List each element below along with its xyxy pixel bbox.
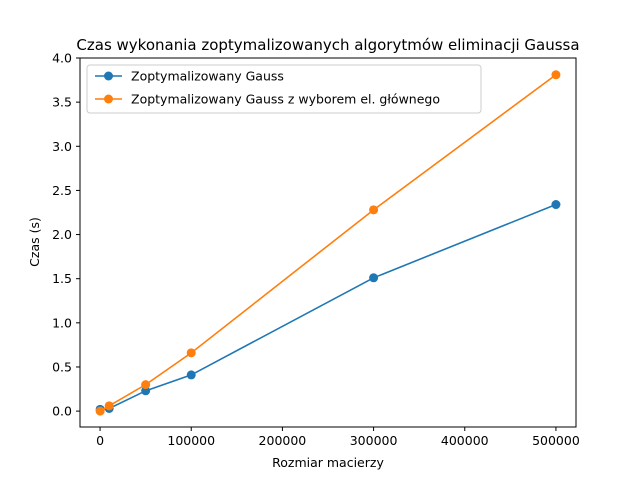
x-axis-ticks: 0 100000 200000 300000 400000 500000 (96, 427, 580, 448)
legend-frame (86, 64, 482, 114)
y-tick-label: 3.5 (52, 95, 72, 110)
y-tick-label: 2.0 (52, 227, 72, 242)
y-tick-label: 2.5 (52, 183, 72, 198)
series-2-point (369, 205, 379, 215)
x-tick-label: 500000 (532, 433, 580, 448)
series-1-point (141, 386, 151, 396)
series-2-point (551, 70, 561, 80)
legend-label-1: Zoptymalizowany Gauss (131, 69, 284, 84)
chart-title: Czas wykonania zoptymalizowanych algoryt… (76, 36, 579, 54)
series-1-point (551, 200, 561, 210)
y-axis-label: Czas (s) (27, 217, 42, 267)
x-tick-label: 300000 (350, 433, 398, 448)
y-tick-label: 0.5 (52, 359, 72, 374)
series-2-point (186, 348, 196, 358)
series-2-point (104, 401, 114, 411)
legend: Zoptymalizowany Gauss Zoptymalizowany Gau… (86, 64, 482, 114)
x-axis-label: Rozmiar macierzy (272, 455, 384, 470)
legend-marker-2 (104, 94, 113, 104)
plot-frame (79, 57, 577, 428)
y-tick-label: 1.0 (52, 315, 72, 330)
series-1-point (369, 273, 379, 283)
series-2-point (95, 406, 105, 416)
series-layer (95, 70, 561, 416)
legend-label-2: Zoptymalizowany Gauss z wyborem el. głów… (131, 92, 440, 107)
y-tick-label: 1.5 (52, 271, 72, 286)
series-2 (95, 70, 561, 416)
y-tick-label: 0.0 (52, 404, 72, 419)
series-1-point (186, 370, 196, 380)
x-tick-label: 100000 (167, 433, 215, 448)
y-tick-label: 3.0 (52, 139, 72, 154)
y-axis-ticks: 0.0 0.5 1.0 1.5 2.0 2.5 3.0 3.5 4.0 (52, 51, 80, 419)
y-tick-label: 4.0 (52, 51, 72, 66)
series-2-point (141, 380, 151, 390)
legend-marker-1 (104, 71, 113, 81)
x-tick-label: 0 (96, 433, 104, 448)
x-tick-label: 400000 (441, 433, 489, 448)
x-tick-label: 200000 (259, 433, 307, 448)
